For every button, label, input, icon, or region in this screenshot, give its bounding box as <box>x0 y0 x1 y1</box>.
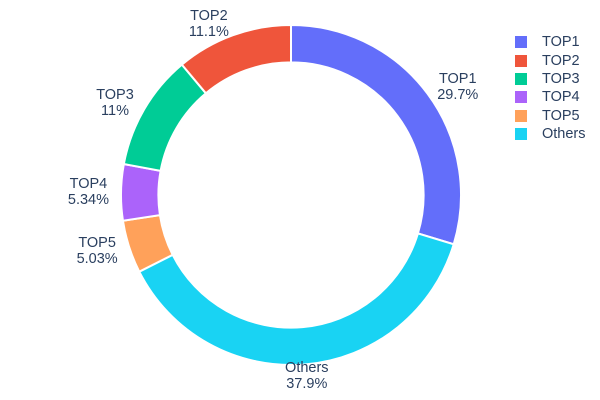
pie-slice-top2[interactable] <box>180 23 292 95</box>
slice-label-percent: 5.03% <box>76 250 118 267</box>
slice-label-name: Others <box>285 360 329 377</box>
legend-label-top3: TOP3 <box>542 70 580 87</box>
legend-item-others[interactable]: Others <box>515 125 586 143</box>
pie-slice-top1[interactable] <box>290 23 462 246</box>
legend-label-others: Others <box>542 126 586 143</box>
slice-label-percent: 11% <box>101 103 129 120</box>
slice-label-top2: TOP2 11.1% <box>189 8 229 40</box>
legend-swatch-top3 <box>515 72 527 85</box>
legend-item-top4[interactable]: TOP4 <box>515 88 586 106</box>
legend: TOP1 TOP2 TOP3 TOP4 TOP5 Others <box>515 33 586 143</box>
legend-swatch-top2 <box>515 54 527 67</box>
slice-label-name: TOP5 <box>78 234 116 251</box>
slice-label-top5: TOP5 5.03% <box>77 235 118 267</box>
slice-label-name: TOP3 <box>96 87 134 104</box>
legend-item-top1[interactable]: TOP1 <box>515 33 586 51</box>
pie-slice-top3[interactable] <box>122 63 208 173</box>
legend-label-top5: TOP5 <box>542 107 580 124</box>
slice-label-percent: 11.1% <box>188 23 229 40</box>
legend-label-top1: TOP1 <box>542 34 580 51</box>
slice-label-percent: 37.9% <box>286 376 328 393</box>
slice-label-top3: TOP3 11% <box>96 87 134 119</box>
legend-label-top4: TOP4 <box>542 89 580 106</box>
legend-swatch-top5 <box>515 109 527 122</box>
legend-swatch-top4 <box>515 91 527 104</box>
slice-label-top4: TOP4 5.34% <box>68 176 109 208</box>
pie-slice-top4[interactable] <box>120 162 162 222</box>
slice-label-top1: TOP1 29.7% <box>437 71 478 103</box>
slice-label-percent: 29.7% <box>437 86 479 103</box>
legend-item-top5[interactable]: TOP5 <box>515 107 586 125</box>
slice-label-name: TOP2 <box>190 7 228 24</box>
legend-item-top2[interactable]: TOP2 <box>515 51 586 69</box>
legend-swatch-others <box>515 128 527 141</box>
legend-label-top2: TOP2 <box>542 52 580 69</box>
slice-label-percent: 5.34% <box>67 192 109 209</box>
legend-swatch-top1 <box>515 36 527 49</box>
legend-item-top3[interactable]: TOP3 <box>515 70 586 88</box>
slice-label-name: TOP4 <box>69 176 108 193</box>
slice-label-others: Others 37.9% <box>285 360 329 392</box>
slice-label-name: TOP1 <box>438 70 477 87</box>
pie-slice-others[interactable] <box>137 232 455 366</box>
